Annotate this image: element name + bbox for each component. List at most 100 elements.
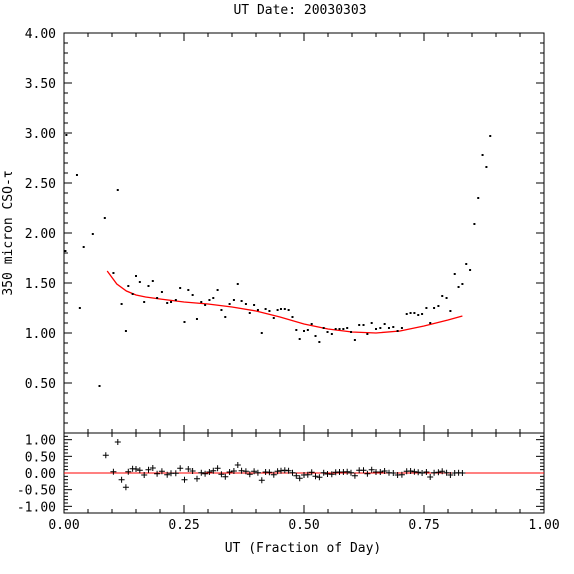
data-point	[392, 326, 395, 328]
data-point	[417, 314, 420, 316]
residual-point	[185, 466, 192, 472]
data-point	[362, 324, 365, 326]
main-data-points	[64, 134, 492, 387]
residual-point	[390, 470, 397, 476]
main-y-axis-label: 350 micron CSO-τ	[1, 170, 16, 295]
residual-point	[435, 469, 442, 476]
data-point	[445, 297, 448, 299]
fit-curve	[106, 270, 463, 334]
data-point	[212, 297, 215, 299]
residual-point	[447, 472, 454, 478]
data-point	[174, 299, 177, 301]
data-point	[264, 308, 267, 310]
x-axis-label: UT (Fraction of Day)	[225, 541, 382, 556]
residual-y-tick-label: -0.50	[17, 484, 56, 499]
residual-data-points	[102, 439, 466, 491]
data-point	[295, 329, 298, 331]
residual-point	[158, 468, 165, 475]
data-point	[461, 283, 464, 285]
residual-point	[443, 469, 450, 476]
data-point	[441, 295, 444, 297]
data-point	[204, 304, 207, 306]
data-point	[240, 300, 243, 302]
data-point	[103, 217, 106, 219]
residual-axis-ticks	[63, 432, 545, 514]
data-point	[283, 308, 286, 310]
data-point	[322, 327, 325, 329]
residual-point	[274, 468, 281, 475]
x-tick-label: 0.25	[168, 518, 199, 533]
residual-point	[189, 468, 196, 474]
data-point	[342, 328, 345, 330]
residual-point	[226, 469, 233, 475]
residual-point	[377, 469, 384, 475]
data-point	[421, 313, 424, 315]
chart-title: UT Date: 20030303	[233, 3, 366, 18]
main-plot-frame	[63, 32, 545, 434]
data-point	[350, 331, 353, 333]
residual-point	[266, 469, 273, 476]
data-point	[413, 312, 416, 314]
data-point	[244, 303, 247, 305]
residual-point	[210, 467, 217, 474]
main-y-tick-label: 3.00	[25, 127, 56, 142]
data-point	[473, 223, 476, 225]
data-point	[147, 285, 150, 287]
residual-point	[172, 470, 179, 477]
residual-point	[164, 471, 171, 478]
data-point	[156, 297, 159, 299]
residual-point	[177, 465, 184, 472]
residual-point	[154, 470, 161, 477]
residual-point	[312, 473, 319, 480]
main-y-tick-label: 1.00	[25, 327, 56, 342]
data-point	[457, 286, 460, 288]
data-point	[287, 309, 290, 311]
data-point	[279, 308, 282, 310]
residual-point	[145, 466, 152, 473]
data-point	[338, 328, 341, 330]
residual-point	[423, 469, 430, 475]
data-point	[481, 154, 484, 156]
data-point	[166, 302, 169, 304]
data-point	[191, 294, 194, 296]
data-point	[208, 299, 211, 301]
x-tick-label: 0.00	[48, 518, 79, 533]
residual-point	[133, 466, 139, 472]
data-point	[228, 303, 231, 305]
residual-point	[122, 484, 129, 491]
main-axis-ticks	[63, 32, 545, 434]
residual-point	[202, 470, 209, 477]
data-point	[334, 328, 337, 330]
data-point	[276, 309, 279, 311]
residual-point	[254, 469, 261, 476]
data-point	[268, 310, 271, 312]
residual-point	[308, 469, 315, 476]
main-fit-curve-group	[106, 270, 463, 334]
residual-point	[328, 471, 335, 478]
data-point	[64, 250, 67, 252]
residual-point	[427, 474, 434, 480]
residual-point	[206, 469, 213, 475]
data-point	[370, 322, 373, 324]
residual-point	[348, 469, 354, 476]
data-point	[78, 307, 81, 309]
data-point	[75, 174, 78, 176]
data-point	[425, 307, 428, 309]
x-tick-label: 0.75	[408, 518, 439, 533]
data-point	[396, 330, 399, 332]
data-point	[256, 309, 259, 311]
residual-point	[419, 470, 426, 476]
residual-point	[289, 469, 296, 476]
residual-point	[238, 467, 245, 474]
data-point	[65, 134, 68, 136]
residual-point	[242, 468, 249, 475]
residual-point	[320, 469, 327, 476]
residual-point	[125, 468, 132, 475]
residual-point	[398, 471, 405, 478]
data-point	[485, 166, 488, 168]
data-point	[303, 330, 305, 332]
residual-point	[439, 468, 446, 475]
residual-point	[149, 465, 156, 471]
data-point	[236, 283, 239, 285]
